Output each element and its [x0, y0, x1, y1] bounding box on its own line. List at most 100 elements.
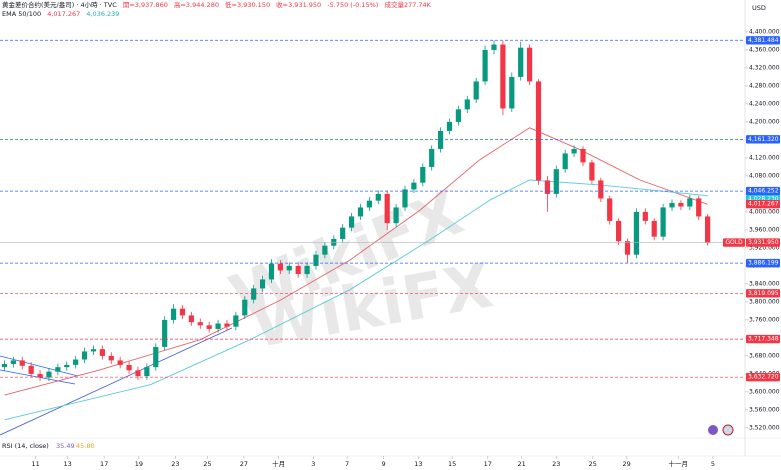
x-tick-label: 11	[31, 460, 39, 468]
candle-body	[518, 47, 524, 77]
candle-body	[242, 299, 248, 316]
candle-body	[491, 44, 497, 50]
candle-body	[179, 308, 186, 316]
ema-line	[4, 127, 708, 396]
candle-body	[64, 364, 70, 368]
x-tick-label: 17	[100, 460, 108, 468]
price-label-box	[746, 135, 780, 144]
price-label-box	[746, 199, 780, 209]
candle-body	[420, 166, 426, 183]
x-tick-label: 17	[484, 460, 492, 468]
candle-body	[571, 148, 577, 154]
candle-body	[162, 319, 168, 347]
ema-line	[4, 179, 708, 421]
price-tag: GOLD	[725, 239, 743, 246]
y-tick-label: 4,080.000	[749, 172, 780, 179]
candle-body	[233, 315, 239, 327]
candle-body	[544, 180, 551, 194]
price-tag-box	[723, 238, 745, 247]
y-tick-label: 3,920.000	[749, 244, 780, 251]
candle-body	[651, 220, 657, 237]
price-label: 3,717.348	[748, 336, 779, 343]
rsi-label: RSI (14, close)	[2, 442, 49, 450]
x-tick-label: 3	[311, 460, 315, 468]
candle-body	[607, 198, 613, 221]
candle-body	[473, 81, 479, 100]
x-tick-label: 15	[448, 460, 456, 468]
candle-body	[696, 198, 702, 217]
candle-body	[535, 81, 542, 181]
price-label: 3,819.095	[748, 290, 779, 297]
candle-body	[224, 323, 230, 327]
candle-body	[437, 130, 444, 149]
candle-body	[144, 367, 150, 377]
y-tick-label: 4,200.000	[749, 118, 780, 125]
y-tick-label: 3,840.000	[749, 280, 780, 287]
y-tick-label: 4,320.000	[749, 64, 780, 71]
y-tick-label: 4,280.000	[749, 82, 780, 89]
candle-body	[429, 148, 435, 167]
candle-body	[411, 182, 417, 190]
y-tick-label: 4,000.000	[749, 208, 780, 215]
x-tick-label: 19	[135, 460, 143, 468]
candle-body	[55, 367, 61, 372]
trend-line	[0, 327, 233, 436]
y-tick-label: 3,600.000	[749, 388, 780, 395]
candle-body	[19, 360, 25, 366]
price-label: 4,017.267	[748, 201, 779, 208]
candle-body	[197, 322, 203, 326]
candle-body	[188, 315, 194, 323]
y-tick-label: 3,960.000	[749, 226, 780, 233]
icon[interactable]	[722, 424, 734, 436]
candle-body	[357, 207, 364, 217]
x-tick-label: 十一月	[668, 459, 688, 468]
currency: USD	[752, 4, 766, 12]
candle-body	[642, 211, 648, 221]
price-label-box	[746, 289, 780, 298]
candle-body	[526, 47, 533, 82]
candle-body	[375, 193, 381, 201]
price-label: 4,046.252	[748, 188, 779, 195]
candle-body	[108, 355, 114, 361]
candle-body	[37, 373, 43, 378]
indicator-row: EMA 50/100 4,017.267 4,036.239	[2, 10, 435, 19]
x-tick-label: 13	[64, 460, 72, 468]
candle-body	[90, 349, 97, 352]
indicator-value: 4,017.267	[47, 10, 81, 18]
candle-body	[562, 153, 568, 170]
candle-body	[509, 76, 515, 109]
x-tick-label: 5	[711, 460, 715, 468]
plot-area	[0, 39, 745, 421]
candle-body	[206, 325, 212, 329]
candle-body	[259, 279, 266, 289]
x-tick-label: 7	[345, 460, 349, 468]
candle-body	[295, 265, 301, 275]
x-tick-label: 21	[517, 460, 525, 468]
y-tick-label: 3,760.000	[749, 316, 780, 323]
candle-body	[705, 216, 711, 243]
x-tick-label: 13	[414, 460, 422, 468]
candle-body	[660, 207, 666, 237]
candle-body	[598, 180, 604, 199]
y-tick-label: 3,560.000	[749, 406, 780, 413]
candle-body	[464, 99, 470, 110]
icon[interactable]	[708, 425, 718, 435]
candle-body	[135, 370, 141, 377]
ohlc-change: -5.750 (-0.15%)	[327, 1, 379, 9]
x-tick-label: 23	[552, 460, 560, 468]
x-tick-label: 十月	[272, 459, 285, 468]
rsi-value: 35.49	[56, 442, 75, 450]
candle-body	[215, 323, 221, 329]
y-tick-label: 4,120.000	[749, 154, 780, 161]
candle-body	[669, 202, 675, 208]
candle-body	[678, 202, 684, 207]
candle-body	[402, 189, 408, 208]
candle-body	[482, 49, 488, 82]
y-tick-label: 3,520.000	[749, 424, 780, 431]
ohlc-value: 高=3,944.280	[173, 1, 219, 9]
candle-body	[500, 44, 506, 109]
ohlc-value: 收=3,931.950	[276, 1, 322, 9]
